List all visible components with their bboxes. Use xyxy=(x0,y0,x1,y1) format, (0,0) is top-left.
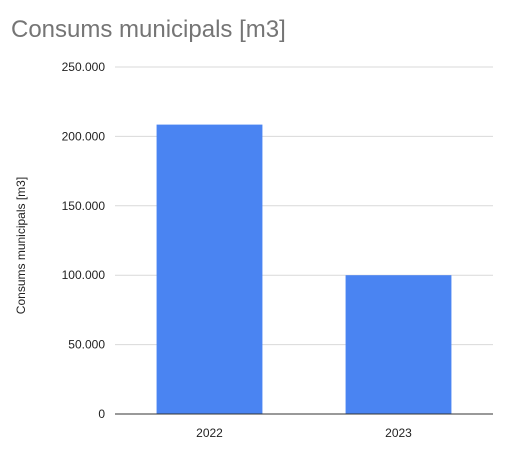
chart-title: Consums municipals [m3] xyxy=(11,16,286,43)
x-tick-label: 2022 xyxy=(196,426,223,440)
y-tick-label: 200.000 xyxy=(62,129,106,143)
y-tick-label: 50.000 xyxy=(68,338,105,352)
y-tick-labels: 0 50.000 100.000 150.000 200.000 250.000 xyxy=(62,60,106,421)
x-tick-labels: 2022 2023 xyxy=(196,426,412,440)
y-tick-label: 250.000 xyxy=(62,60,106,74)
y-tick-label: 0 xyxy=(98,407,105,421)
bars xyxy=(156,124,452,415)
y-axis-title: Consums municipals [m3] xyxy=(14,177,28,314)
bar-2023[interactable] xyxy=(345,275,452,414)
y-tick-label: 150.000 xyxy=(62,199,106,213)
y-tick-label: 100.000 xyxy=(62,268,106,282)
x-tick-label: 2023 xyxy=(385,426,412,440)
bar-2022[interactable] xyxy=(156,124,263,415)
